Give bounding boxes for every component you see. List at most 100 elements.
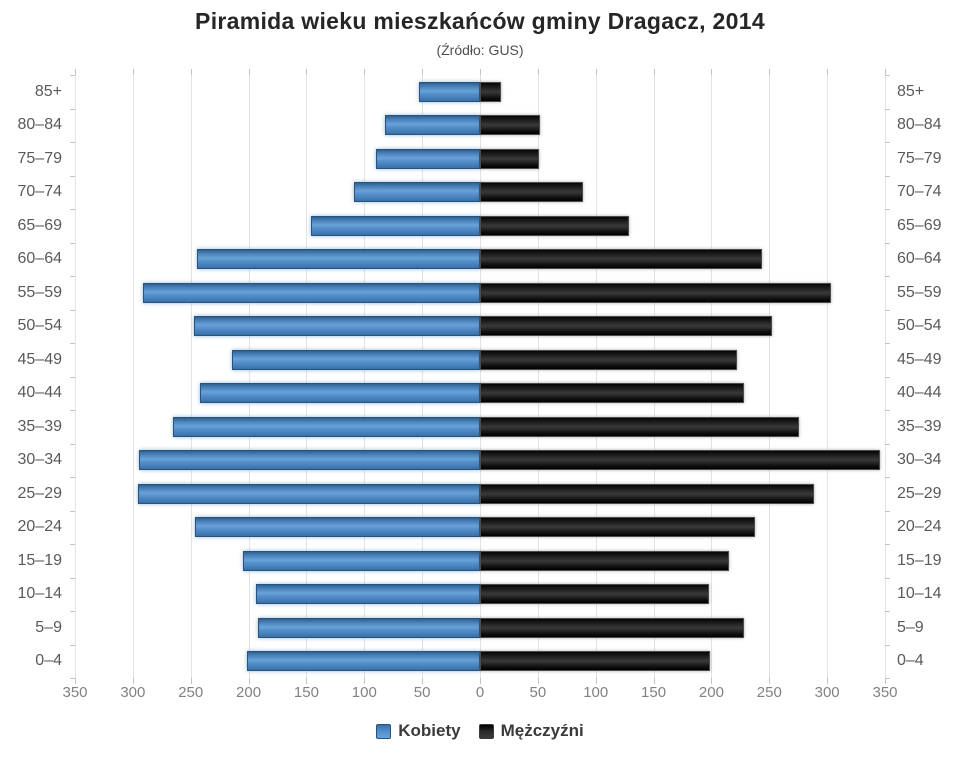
x-axis-label: 350 [872,684,898,701]
kobiety-swatch-icon [376,723,392,739]
gridline [480,75,481,678]
x-axis-tick [885,69,886,75]
pyramid-row-left [75,142,480,176]
x-axis-tick [769,69,771,75]
x-axis-label: 100 [351,684,377,701]
gridline [190,75,192,678]
bar-mezczyzni-70–74 [480,182,583,203]
pyramid-row-left [75,377,480,411]
x-axis-tick [190,678,192,684]
y-axis-tick [70,678,75,679]
bar-kobiety-15–19 [242,550,480,571]
y-axis-tick [885,444,890,445]
pyramid-row-left [75,276,480,310]
bar-kobiety-70–74 [353,182,480,203]
y-axis-tick [70,276,75,277]
pyramid-row-left [75,511,480,545]
bar-mezczyzni-40–44 [480,383,744,404]
x-axis-tick [364,69,366,75]
y-axis-label-right: 15–19 [897,551,942,569]
x-axis-label: 300 [120,684,146,701]
y-axis-label-left: 5–9 [35,618,62,636]
x-axis-tick [422,678,424,684]
pyramid-row-left [75,444,480,478]
gridline [827,75,829,678]
y-axis-tick [885,142,890,143]
gridline [595,75,597,678]
y-axis-label-left: 65–69 [17,216,63,234]
pyramid-row-right [480,611,885,645]
bar-mezczyzni-35–39 [480,416,800,437]
gridline [132,75,134,678]
x-axis-label: 150 [641,684,667,701]
pyramid-row-right [480,142,885,176]
y-axis-label-left: 0–4 [35,652,62,670]
gridline [537,75,539,678]
bar-mezczyzni-60–64 [480,249,763,270]
mezczyzni-swatch-icon [478,723,494,739]
y-axis-tick [885,544,890,545]
y-axis-label-right: 50–54 [897,317,942,335]
bar-kobiety-75–79 [375,148,480,169]
x-axis-label: 350 [62,684,88,701]
x-axis-tick [480,69,481,75]
y-axis-tick [70,142,75,143]
y-axis-label-left: 30–34 [17,451,63,469]
y-axis-label-left: 75–79 [17,149,63,167]
bar-mezczyzni-85+ [480,81,501,102]
bar-kobiety-40–44 [199,383,480,404]
bar-mezczyzni-20–24 [480,517,756,538]
gridline [885,75,886,678]
y-axis-tick [70,310,75,311]
pyramid-row-right [480,75,885,109]
bar-mezczyzni-15–19 [480,550,729,571]
y-axis-label-right: 25–29 [897,484,942,502]
x-axis-label: 0 [475,684,485,701]
legend-item-mezczyzni[interactable]: Mężczyźni [478,721,584,741]
y-axis-label-right: 85+ [897,82,925,100]
y-axis-tick [885,410,890,411]
x-axis-tick [827,69,829,75]
y-axis-tick [70,75,75,76]
x-axis-tick [364,678,366,684]
x-axis-tick [537,69,539,75]
pyramid-row-left [75,310,480,344]
bar-mezczyzni-0–4 [480,651,711,672]
x-axis-label: 200 [698,684,724,701]
y-axis-tick [885,176,890,177]
y-axis-label-left: 45–49 [17,350,63,368]
y-axis-label-right: 10–14 [897,585,942,603]
gridline [711,75,713,678]
bar-mezczyzni-75–79 [480,148,539,169]
x-axis-tick [595,678,597,684]
pyramid-row-right [480,276,885,310]
pyramid-row-right [480,410,885,444]
y-axis-tick [70,243,75,244]
legend-label-mezczyzni: Mężczyźni [500,721,584,740]
bar-kobiety-5–9 [257,617,480,638]
pyramid-row-left [75,109,480,143]
pyramid-row-right [480,511,885,545]
x-axis-label: 150 [293,684,319,701]
y-axis-label-left: 55–59 [17,283,63,301]
y-axis-tick [70,578,75,579]
bar-kobiety-45–49 [232,349,480,370]
bar-mezczyzni-30–34 [480,450,881,471]
legend-label-kobiety: Kobiety [398,721,461,740]
y-axis-label-right: 65–69 [897,216,942,234]
x-axis-tick [827,678,829,684]
x-axis-tick [190,69,192,75]
x-axis-label: 50 [413,684,431,701]
y-axis-tick [885,276,890,277]
x-axis-label: 300 [814,684,840,701]
bar-mezczyzni-25–29 [480,483,815,504]
bar-kobiety-60–64 [196,249,480,270]
pyramid-row-left [75,645,480,679]
x-axis-label: 250 [178,684,204,701]
bar-kobiety-50–54 [194,316,480,337]
chart-subtitle: (Źródło: GUS) [436,42,524,58]
chart-title: Piramida wieku mieszkańców gminy Dragacz… [195,8,765,34]
y-axis-label-left: 85+ [34,82,62,100]
pyramid-row-left [75,209,480,243]
legend-item-kobiety[interactable]: Kobiety [376,721,461,741]
